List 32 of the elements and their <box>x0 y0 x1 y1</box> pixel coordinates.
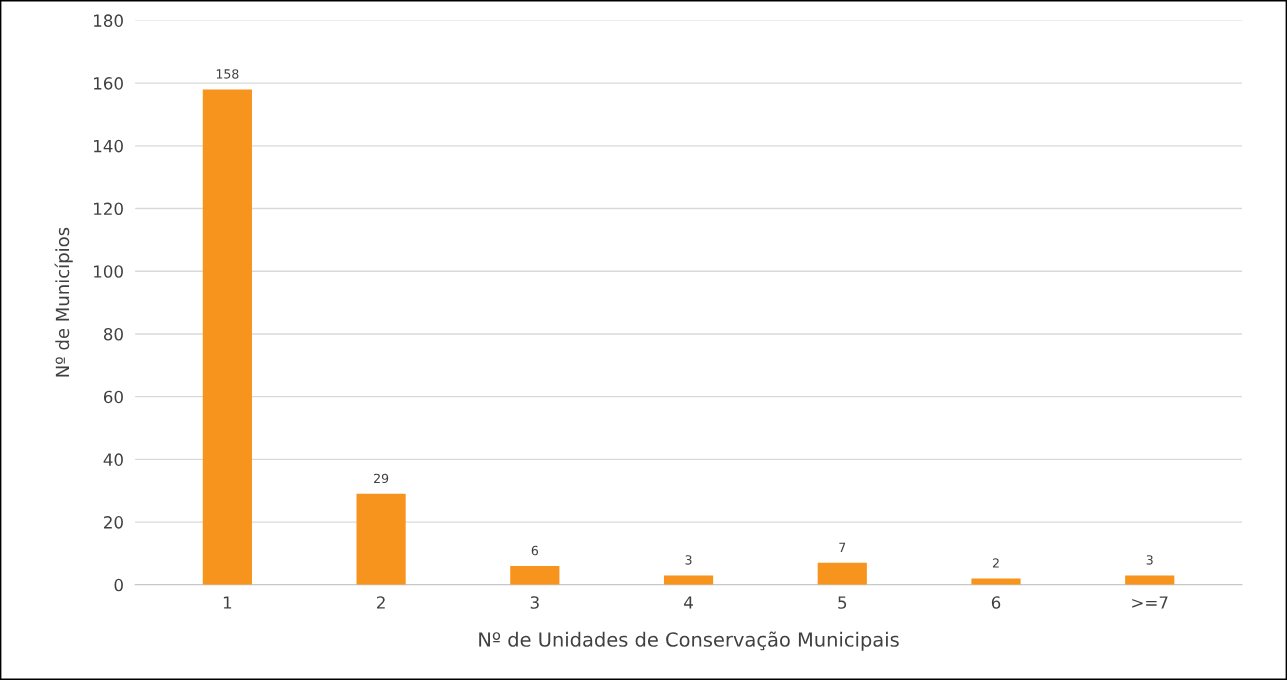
y-tick-label: 120 <box>94 202 123 216</box>
data-label: 6 <box>531 545 539 556</box>
x-tick-label: 2 <box>377 596 385 609</box>
y-tick-label: 100 <box>94 265 123 278</box>
data-label: 7 <box>839 542 846 552</box>
y-tick-label: 20 <box>104 516 123 529</box>
bar <box>202 89 252 585</box>
bar <box>817 562 867 585</box>
bar <box>1125 575 1175 585</box>
x-tick-label: 6 <box>991 596 1001 609</box>
y-tick-label: 0 <box>114 578 123 592</box>
y-tick-label: 180 <box>94 14 123 27</box>
bar <box>510 565 560 585</box>
data-label: 3 <box>685 555 692 565</box>
y-tick-label: 160 <box>94 77 123 90</box>
x-tick-label: 1 <box>223 596 232 609</box>
x-tick-label: 4 <box>684 596 693 609</box>
data-label: 29 <box>374 473 389 484</box>
data-label: 158 <box>216 69 239 79</box>
y-axis-title: Nº de Municípios <box>54 227 73 377</box>
bar <box>663 575 714 585</box>
y-tick-label: 80 <box>103 327 123 341</box>
x-tick-label: >=7 <box>1132 596 1168 609</box>
x-axis-title: Nº de Unidades de Conservação Municipais <box>479 631 899 651</box>
data-label: 3 <box>1146 555 1153 565</box>
bar <box>356 493 406 585</box>
y-tick-label: 60 <box>103 390 123 404</box>
data-label: 2 <box>992 558 999 568</box>
x-tick-label: 3 <box>530 596 539 609</box>
y-tick-label: 140 <box>94 139 123 153</box>
y-tick-label: 40 <box>103 453 123 466</box>
x-tick-label: 5 <box>838 596 847 609</box>
